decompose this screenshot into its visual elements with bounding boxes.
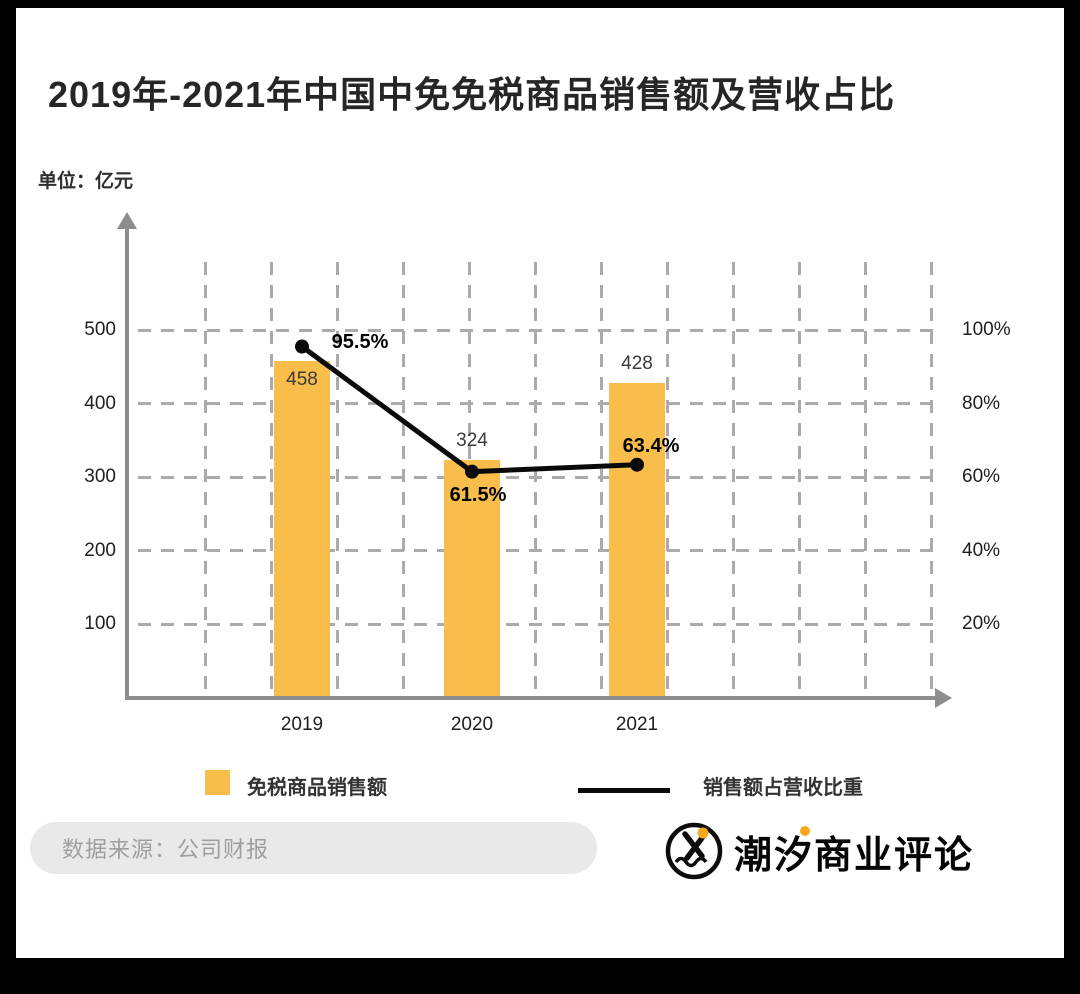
bar-value-label: 324 — [456, 429, 488, 451]
left-axis-tick: 100 — [84, 613, 116, 635]
line-point-2019 — [295, 339, 309, 354]
v-gridline — [797, 262, 801, 698]
source-text: 数据来源：公司财报 — [62, 837, 270, 862]
bar-legend-swatch — [205, 770, 230, 795]
y-axis — [125, 228, 129, 700]
chart-card: 2019年-2021年中国中免免税商品销售额及营收占比 单位：亿元 500 100… — [16, 8, 1064, 958]
bar-value-label: 428 — [621, 352, 653, 374]
left-axis-tick: 400 — [84, 392, 116, 414]
line-point-label: 63.4% — [622, 434, 680, 457]
left-axis-tick: 200 — [84, 539, 116, 561]
brand: 潮汐商业评论 — [664, 821, 974, 881]
v-gridline — [335, 262, 339, 698]
h-gridline — [138, 622, 938, 626]
h-gridline — [138, 475, 938, 479]
v-gridline — [665, 262, 669, 698]
right-axis-tick: 40% — [962, 539, 1001, 561]
v-gridline — [269, 262, 273, 698]
chart-title: 2019年-2021年中国中免免税商品销售额及营收占比 — [48, 74, 896, 115]
line-point-label: 95.5% — [331, 330, 389, 353]
right-axis-tick: 100% — [962, 319, 1011, 340]
right-axis-tick: 60% — [962, 466, 1001, 488]
v-gridline — [401, 262, 405, 698]
source-pill: 数据来源：公司财报 — [30, 822, 597, 874]
v-gridline — [731, 262, 735, 698]
bar-2021 — [609, 382, 665, 696]
v-gridline — [599, 262, 603, 698]
line-point-label: 61.5% — [449, 483, 507, 506]
line-chart-svg — [295, 339, 644, 479]
x-axis-label: 2019 — [280, 714, 324, 735]
bar-legend-label: 免税商品销售额 — [247, 777, 387, 799]
brand-logo-icon — [665, 822, 723, 880]
v-gridline — [863, 262, 867, 698]
bar-2020 — [444, 459, 500, 696]
y-axis-arrow-icon — [117, 212, 137, 229]
brand-name: 潮汐商业评论 — [734, 834, 975, 877]
line-legend-swatch — [578, 788, 670, 793]
right-axis-tick: 20% — [962, 613, 1001, 635]
right-axis-tick: 80% — [962, 392, 1001, 414]
x-axis-label: 2021 — [615, 714, 659, 735]
v-gridline — [533, 262, 537, 698]
brand-accent-dot-icon — [800, 826, 810, 836]
chart-area: 500 100% 400 80% 300 60% 200 40% 100 20% 458 2019 32… — [16, 8, 1064, 958]
bar-2019 — [274, 360, 330, 696]
line-legend-label: 销售额占营收比重 — [703, 777, 863, 799]
x-axis — [125, 696, 937, 700]
x-axis-arrow-icon — [935, 688, 952, 708]
v-gridline — [203, 262, 207, 698]
left-axis-tick: 300 — [84, 466, 116, 488]
unit-label: 单位：亿元 — [38, 171, 134, 192]
v-gridline — [929, 262, 933, 698]
x-axis-label: 2020 — [450, 714, 494, 735]
bar-value-label: 458 — [286, 368, 318, 390]
h-gridline — [138, 328, 938, 332]
h-gridline — [138, 402, 938, 406]
h-gridline — [138, 549, 938, 553]
left-axis-tick: 500 — [84, 319, 116, 340]
